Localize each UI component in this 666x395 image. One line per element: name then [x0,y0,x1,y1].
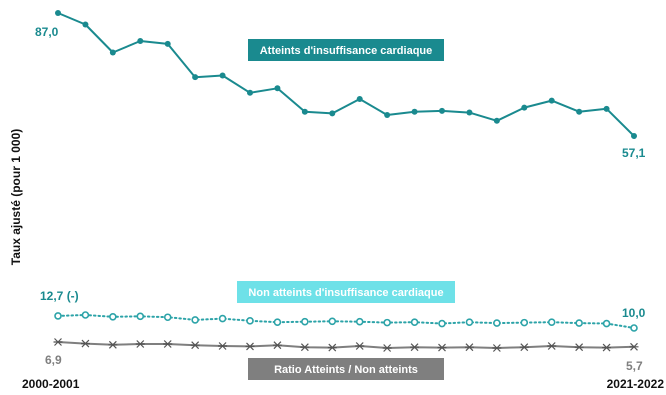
data-point [274,85,281,92]
data-point [272,341,282,350]
data-point [602,319,611,328]
data-point [80,339,90,348]
data-point [327,343,337,352]
data-point [521,104,528,111]
start-value-label: 6,9 [45,353,62,367]
data-point [137,37,144,44]
data-point [410,318,419,326]
data-point [439,107,445,114]
series-name-label: Atteints d'insuffisance cardiaque [260,45,433,57]
data-point [630,324,638,332]
data-point [410,343,420,352]
series-name-label: Non atteints d'insuffisance cardiaque [248,287,443,299]
data-point [218,314,227,323]
data-point [465,318,474,326]
end-value-label: 10,0 [622,306,646,320]
data-point [464,343,474,352]
data-point [438,319,446,328]
end-value-label: 5,7 [626,359,643,373]
data-point [135,340,145,348]
data-point [247,89,253,96]
data-point [356,95,363,102]
data-point [301,108,308,115]
data-point [355,317,364,326]
data-point [246,317,254,325]
data-point [190,341,200,350]
data-point [300,343,310,352]
data-point [109,312,117,321]
data-point [631,133,637,139]
data-point [603,105,610,112]
series-line-3 [57,341,635,349]
data-point [576,108,583,115]
data-point [218,342,228,350]
data-point [547,342,557,350]
series-label-box [248,39,444,61]
data-point [437,343,447,352]
data-point [164,40,171,47]
data-point [329,110,336,117]
data-point [108,340,118,349]
series-line-2 [57,314,635,329]
data-point [411,108,418,115]
data-point [192,74,199,81]
data-point [81,311,90,319]
start-value-label: 12,7 (-) [40,289,79,303]
y-axis-label: Taux ajusté (pour 1 000) [9,129,23,265]
data-point [383,318,391,327]
series-line-1 [57,12,635,137]
series-layer [53,10,639,352]
data-point [219,72,226,79]
data-point [191,316,199,324]
data-point [466,109,473,116]
data-point [163,340,173,348]
data-point [492,344,502,352]
data-point [493,319,501,327]
data-point [136,312,145,321]
data-point [53,338,63,346]
data-point [54,312,62,320]
data-point [575,319,583,327]
data-point [493,117,500,124]
data-point [328,317,337,326]
series-name-label: Ratio Atteints / Non atteints [274,364,418,376]
data-point [245,342,255,351]
data-point [163,313,172,322]
data-point [82,21,89,28]
series-label-box [248,358,444,380]
data-point [629,342,639,351]
x-start-label: 2000-2001 [22,377,80,391]
data-point [574,343,584,352]
data-point [382,344,392,352]
data-point [273,318,282,326]
data-point [602,343,612,352]
series-label-box [237,281,455,303]
data-point [548,97,555,104]
end-value-label: 57,1 [622,146,646,160]
label-layer: Atteints d'insuffisance cardiaque 87,0 57,… [35,25,646,380]
x-end-label: 2021-2022 [607,377,665,391]
data-point [109,49,116,56]
data-point [384,112,391,119]
start-value-label: 87,0 [35,25,59,39]
data-point [301,317,309,326]
data-point [55,10,61,16]
data-point [355,342,365,350]
data-point [519,343,529,352]
data-point [547,318,556,326]
data-point [520,318,529,327]
